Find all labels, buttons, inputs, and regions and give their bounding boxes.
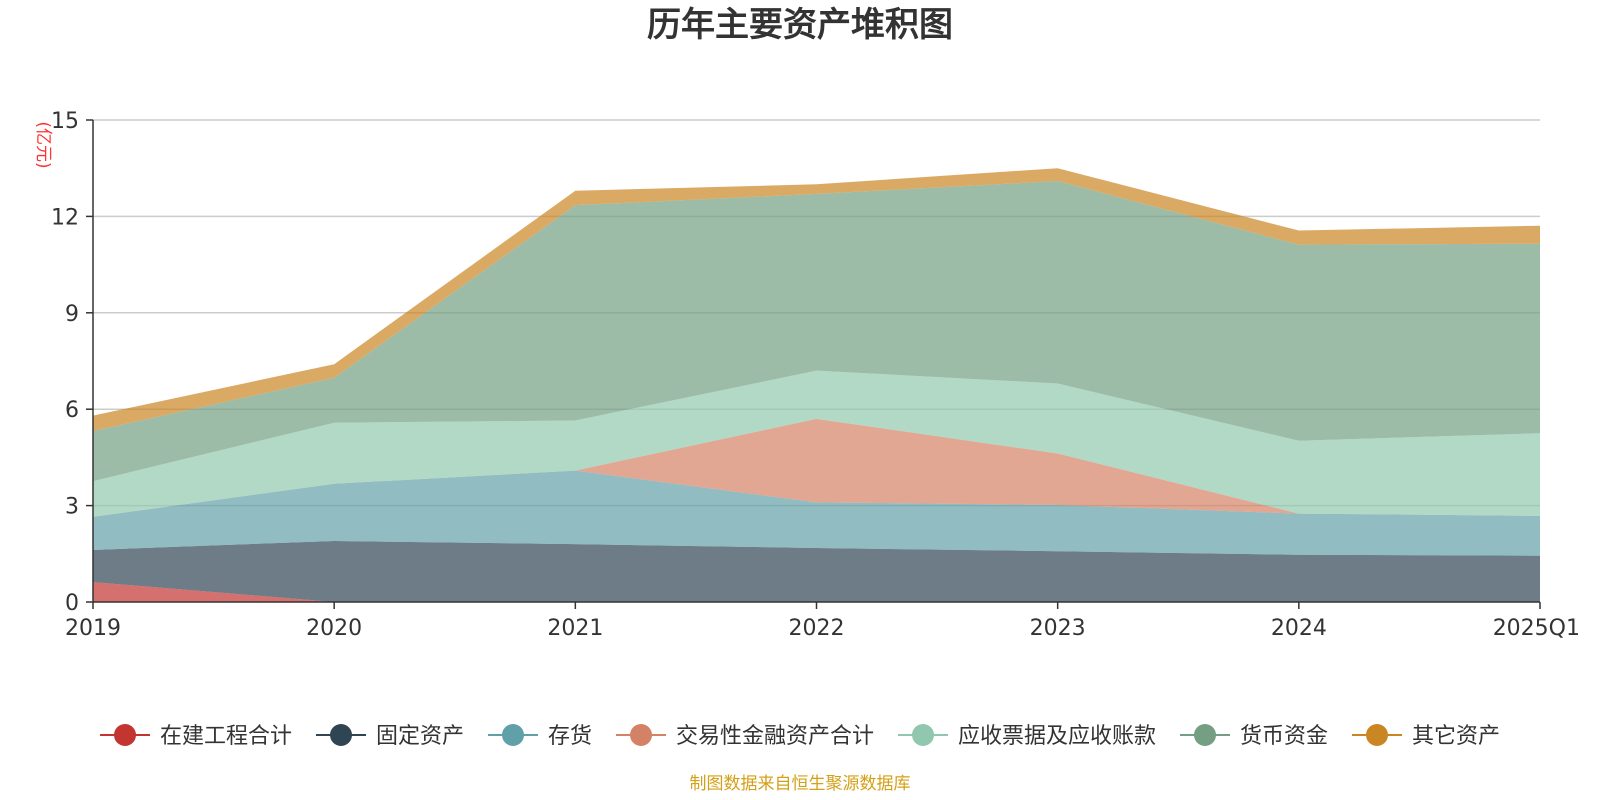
- axes: 0 3 6 9 12 15 2019 2020 2021 2022 2023 2024 2025Q1: [51, 109, 1580, 641]
- legend-marker-icon: [630, 724, 652, 746]
- legend-item-5[interactable]: 货币资金: [1180, 724, 1328, 749]
- x-tick-label: 2025Q1: [1493, 616, 1580, 641]
- legend-marker-icon: [502, 724, 524, 746]
- area-series-group: [93, 168, 1540, 602]
- area-series-3: [93, 418, 1540, 517]
- legend-item-3[interactable]: 交易性金融资产合计: [616, 724, 874, 749]
- legend-label: 固定资产: [376, 724, 464, 749]
- y-tick-label: 6: [65, 398, 79, 423]
- legend-item-2[interactable]: 存货: [488, 724, 592, 749]
- y-tick-label: 15: [51, 109, 79, 134]
- legend-marker-icon: [1366, 724, 1388, 746]
- legend-label: 在建工程合计: [160, 724, 292, 749]
- legend-item-4[interactable]: 应收票据及应收账款: [898, 724, 1156, 749]
- y-tick-label: 12: [51, 205, 79, 230]
- area-series-5: [93, 181, 1540, 482]
- legend-item-1[interactable]: 固定资产: [316, 724, 464, 749]
- area-series-1: [93, 540, 1540, 602]
- x-tick-label: 2023: [1030, 616, 1086, 641]
- x-tick-label: 2022: [789, 616, 845, 641]
- x-tick-label: 2024: [1271, 616, 1327, 641]
- legend-marker-icon: [912, 724, 934, 746]
- legend: 在建工程合计 固定资产 存货 交易性金融资产合计 应收票据及应收账款 货币资金 其它资产: [100, 724, 1500, 749]
- legend-label: 存货: [548, 724, 592, 749]
- legend-label: 交易性金融资产合计: [676, 724, 874, 749]
- chart-title: 历年主要资产堆积图: [647, 5, 953, 45]
- legend-label: 其它资产: [1412, 724, 1500, 749]
- area-series-0: [93, 582, 1540, 602]
- source-note: 制图数据来自恒生聚源数据库: [690, 774, 911, 794]
- y-tick-label: 3: [65, 495, 79, 520]
- area-series-4: [93, 370, 1540, 517]
- y-tick-label: 0: [65, 591, 79, 616]
- y-axis-unit-label: (亿元): [33, 121, 53, 168]
- legend-label: 货币资金: [1240, 724, 1328, 749]
- x-tick-label: 2020: [306, 616, 362, 641]
- legend-item-6[interactable]: 其它资产: [1352, 724, 1500, 749]
- y-tick-label: 9: [65, 302, 79, 327]
- legend-marker-icon: [114, 724, 136, 746]
- x-tick-label: 2021: [547, 616, 603, 641]
- area-series-2: [93, 470, 1540, 556]
- x-tick-label: 2019: [65, 616, 121, 641]
- legend-marker-icon: [330, 724, 352, 746]
- legend-item-0[interactable]: 在建工程合计: [100, 724, 292, 749]
- legend-label: 应收票据及应收账款: [958, 724, 1156, 749]
- legend-marker-icon: [1194, 724, 1216, 746]
